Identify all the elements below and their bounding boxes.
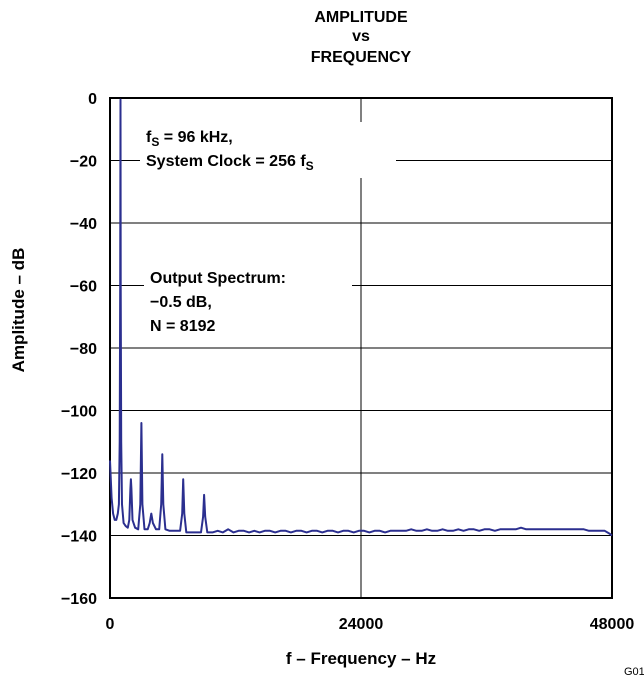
annotation-line: N = 8192 [150, 318, 215, 335]
plot-area [109, 98, 613, 537]
annotation-text: System Clock = 256 f [146, 153, 306, 170]
chart-title-line: FREQUENCY [311, 49, 412, 66]
annotation-subscript: S [151, 135, 159, 149]
x-tick-labels: 0 24000 48000 [106, 616, 635, 633]
annotation-text: N = 8192 [150, 318, 215, 335]
x-axis-label: f – Frequency – Hz [286, 649, 436, 668]
y-tick-labels: 0 −20 −40 −60 −80 −100 −120 −140 −160 [61, 91, 97, 608]
y-axis-label: Amplitude – dB [9, 248, 28, 373]
annotation-text: Output Spectrum: [150, 270, 286, 287]
annotation-background [140, 122, 396, 178]
y-tick-label: 0 [88, 91, 97, 108]
x-tick-label: 0 [106, 616, 115, 633]
x-tick-label: 48000 [590, 616, 635, 633]
y-tick-label: −100 [61, 404, 97, 421]
chart-title: AMPLITUDE vs FREQUENCY [311, 9, 412, 66]
annotation-line: −0.5 dB, [150, 294, 212, 311]
chart-title-line: AMPLITUDE [314, 9, 408, 26]
annotation-text: = 96 kHz, [159, 129, 232, 146]
annotation-line: System Clock = 256 fS [146, 153, 314, 173]
y-tick-label: −120 [61, 466, 97, 483]
annotation: Output Spectrum: −0.5 dB, N = 8192 [144, 262, 352, 342]
annotation-text: f [146, 129, 152, 146]
y-tick-label: −160 [61, 591, 97, 608]
annotation: fS = 96 kHz,System Clock = 256 fS [140, 122, 396, 178]
chart-title-line: vs [352, 28, 370, 45]
annotation-subscript: S [306, 159, 314, 173]
x-tick-label: 24000 [339, 616, 384, 633]
y-tick-label: −140 [61, 529, 97, 546]
y-tick-label: −60 [70, 279, 97, 296]
plot-frame [109, 97, 613, 599]
annotations: fS = 96 kHz,System Clock = 256 fSOutput … [140, 122, 396, 342]
figure-id: G01 [624, 666, 644, 678]
annotation-background [144, 262, 352, 342]
y-tick-label: −80 [70, 341, 97, 358]
y-tick-label: −40 [70, 216, 97, 233]
annotation-line: Output Spectrum: [150, 270, 286, 287]
annotation-line: fS = 96 kHz, [146, 129, 233, 149]
annotation-text: −0.5 dB, [150, 294, 212, 311]
spectrum-series-line [109, 98, 613, 537]
y-tick-label: −20 [70, 154, 97, 171]
